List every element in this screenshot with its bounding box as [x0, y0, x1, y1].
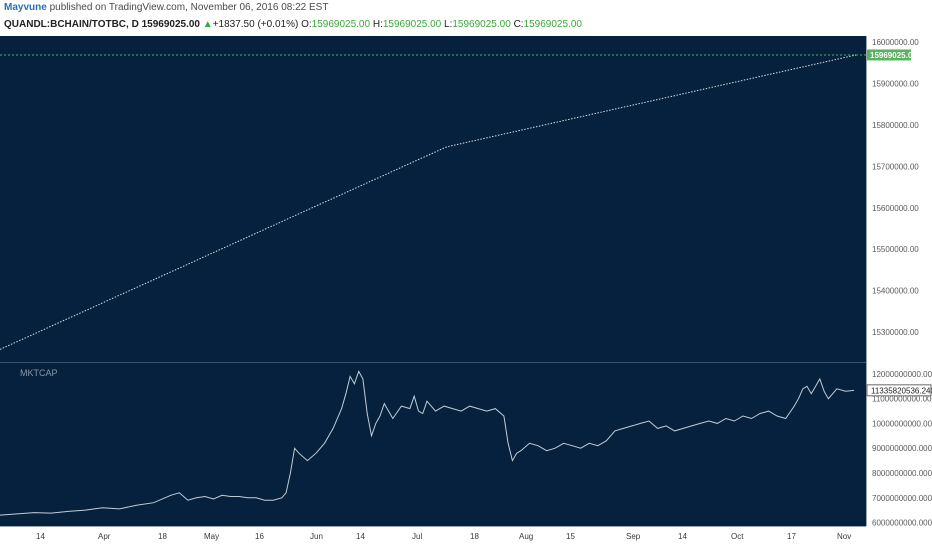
up-arrow-icon: ▲ [202, 19, 213, 30]
time-axis-tick-8: 18 [470, 532, 479, 541]
time-axis-tick-12: 14 [678, 532, 687, 541]
time-axis-tick-13: Oct [731, 532, 744, 541]
price-axis-ticks: 15300000.00 15400000.00 15500000.00 1560000… [872, 38, 919, 337]
close-value: 15969025.00 [523, 19, 582, 30]
totbc-series-line [0, 54, 857, 350]
time-axis-tick-3: May [204, 532, 219, 541]
price-axis-tick-3: 15600000.00 [872, 204, 919, 213]
time-axis-tick-7: Jul [412, 532, 422, 541]
low-value: 15969025.00 [452, 19, 511, 30]
price-axis-tick-0: 15300000.00 [872, 328, 919, 337]
price-axis-tick-1: 15400000.00 [872, 287, 919, 296]
author-link[interactable]: Mayvune [4, 2, 47, 13]
close-label: C: [513, 19, 524, 30]
last-price-label: 15969025.00 [870, 51, 917, 60]
time-axis-tick-14: 17 [787, 532, 796, 541]
mktcap-series-label: MKTCAP [20, 368, 58, 378]
time-axis-tick-10: 15 [566, 532, 575, 541]
mktcap-axis-tick-6: 12000000000.0000 [872, 370, 932, 379]
price-axis-tick-6: 15900000.00 [872, 80, 919, 89]
low-label: L: [444, 19, 453, 30]
price-axis-tick-2: 15500000.00 [872, 245, 919, 254]
mktcap-axis-tick-3: 9000000000.0000 [872, 444, 932, 453]
symbol-label: QUANDL:BCHAIN/TOTBC, D [4, 19, 139, 30]
mktcap-axis-tick-1: 7000000000.0000 [872, 494, 932, 503]
mktcap-axis-tick-5: 11000000000.0000 [872, 395, 932, 404]
mktcap-axis-tick-0: 6000000000.0000 [872, 519, 932, 528]
plot-background [0, 36, 866, 526]
publish-info: published on TradingView.com, November 0… [49, 2, 329, 13]
ohlc-legend: QUANDL:BCHAIN/TOTBC, D 15969025.00 ▲+183… [4, 19, 582, 30]
chart-canvas[interactable]: MKTCAP 15300000.00 15400000.00 15500000.00… [0, 36, 932, 550]
high-value: 15969025.00 [382, 19, 442, 30]
mktcap-axis-tick-2: 8000000000.0000 [872, 469, 932, 478]
time-axis-tick-15: Nov [837, 532, 851, 541]
mktcap-series-line [0, 370, 855, 516]
time-axis-tick-0: 14 [36, 532, 45, 541]
open-label: O: [301, 19, 312, 30]
mktcap-last-label: 11335820536.2405 [871, 386, 932, 395]
time-axis-tick-11: Sep [626, 532, 641, 541]
high-label: H: [372, 19, 383, 30]
price-axis-tick-5: 15800000.00 [872, 121, 919, 130]
time-axis-tick-2: 18 [158, 532, 167, 541]
time-axis-tick-1: Apr [98, 532, 111, 541]
change-value: +1837.50 (+0.01%) [212, 19, 299, 30]
last-price-badge [867, 49, 911, 61]
mktcap-last-badge [866, 384, 932, 397]
time-axis-ticks: 14 Apr 18 May 16 Jun 14 Jul 18 Aug 15 Sep 14 Oct 17 Nov [36, 532, 851, 541]
open-value: 15969025.00 [311, 19, 371, 30]
time-scale[interactable] [0, 526, 932, 550]
time-axis-tick-6: 14 [356, 532, 365, 541]
mktcap-axis-ticks: 6000000000.0000 7000000000.0000 8000000000… [872, 370, 932, 528]
mktcap-axis-tick-4: 10000000000.0000 [872, 419, 932, 428]
price-axis-tick-7: 16000000.00 [872, 38, 919, 47]
price-value: 15969025.00 [141, 19, 200, 30]
publish-line: Mayvune published on TradingView.com, No… [4, 2, 328, 13]
price-axis-tick-4: 15700000.00 [872, 162, 919, 171]
price-scale[interactable] [866, 36, 932, 526]
time-axis-tick-5: Jun [310, 532, 323, 541]
time-axis-tick-4: 16 [255, 532, 264, 541]
time-axis-tick-9: Aug [519, 532, 533, 541]
